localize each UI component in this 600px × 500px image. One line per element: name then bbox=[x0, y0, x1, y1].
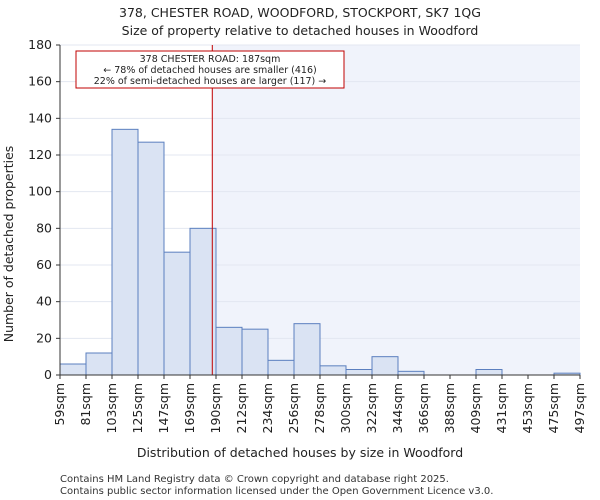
annotation-line-3: 22% of semi-detached houses are larger (… bbox=[94, 76, 327, 87]
y-tick-label: 80 bbox=[36, 220, 52, 235]
x-tick-label: 497sqm bbox=[572, 383, 587, 433]
x-tick-label: 388sqm bbox=[442, 383, 457, 433]
x-tick-label: 322sqm bbox=[364, 383, 379, 433]
x-tick-label: 169sqm bbox=[182, 383, 197, 433]
chart-subtitle: Size of property relative to detached ho… bbox=[122, 23, 479, 38]
x-tick-label: 453sqm bbox=[520, 383, 535, 433]
y-tick-label: 60 bbox=[36, 257, 52, 272]
y-tick-label: 160 bbox=[28, 74, 52, 89]
annotation-line-2: ← 78% of detached houses are smaller (41… bbox=[103, 65, 316, 76]
x-tick-label: 409sqm bbox=[468, 383, 483, 433]
bar-169sqm bbox=[189, 227, 217, 376]
bar-256sqm bbox=[293, 323, 321, 376]
y-tick-label: 40 bbox=[36, 294, 52, 309]
x-ticks: 59sqm 81sqm 103sqm 125sqm 147sqm 169sqm 190sqm… bbox=[52, 375, 587, 433]
x-tick-label: 234sqm bbox=[260, 383, 275, 433]
bar-409sqm bbox=[475, 369, 503, 376]
bar-59sqm bbox=[59, 363, 87, 376]
y-tick-label: 140 bbox=[28, 110, 52, 125]
x-tick-label: 81sqm bbox=[78, 383, 93, 426]
y-ticks: 0 20 40 60 80 100 120 140 160 180 bbox=[28, 37, 60, 382]
bar-344sqm bbox=[397, 370, 425, 376]
bar-190sqm bbox=[215, 326, 243, 376]
x-tick-label: 256sqm bbox=[286, 383, 301, 433]
y-tick-label: 0 bbox=[44, 367, 52, 382]
x-tick-label: 431sqm bbox=[494, 383, 509, 433]
x-tick-label: 344sqm bbox=[390, 383, 405, 433]
x-tick-label: 103sqm bbox=[104, 383, 119, 433]
bar-322sqm bbox=[371, 356, 399, 376]
bar-103sqm bbox=[111, 128, 139, 376]
footer-line-2: Contains public sector information licen… bbox=[60, 486, 493, 497]
x-tick-label: 147sqm bbox=[156, 383, 171, 433]
y-tick-label: 180 bbox=[28, 37, 52, 52]
bar-212sqm bbox=[241, 328, 269, 376]
bar-300sqm bbox=[345, 369, 373, 376]
x-tick-label: 190sqm bbox=[208, 383, 223, 433]
x-tick-label: 366sqm bbox=[416, 383, 431, 433]
bar-125sqm bbox=[137, 141, 165, 376]
annotation-box: 378 CHESTER ROAD: 187sqm ← 78% of detach… bbox=[75, 50, 345, 89]
bar-147sqm bbox=[163, 251, 191, 376]
chart-title: 378, CHESTER ROAD, WOODFORD, STOCKPORT, … bbox=[119, 5, 481, 20]
larger-region-shade bbox=[212, 45, 581, 375]
bar-81sqm bbox=[85, 352, 113, 376]
bars bbox=[59, 128, 581, 376]
x-tick-label: 300sqm bbox=[338, 383, 353, 433]
y-tick-label: 20 bbox=[36, 330, 52, 345]
x-tick-label: 278sqm bbox=[312, 383, 327, 433]
x-tick-label: 59sqm bbox=[52, 383, 67, 426]
bar-278sqm bbox=[319, 365, 347, 376]
bar-234sqm bbox=[267, 359, 295, 376]
x-tick-label: 212sqm bbox=[234, 383, 249, 433]
footer-line-1: Contains HM Land Registry data © Crown c… bbox=[60, 474, 449, 485]
y-tick-label: 100 bbox=[28, 184, 52, 199]
x-tick-label: 475sqm bbox=[546, 383, 561, 433]
x-axis-label: Distribution of detached houses by size … bbox=[137, 445, 463, 460]
annotation-line-1: 378 CHESTER ROAD: 187sqm bbox=[140, 54, 281, 65]
x-tick-label: 125sqm bbox=[130, 383, 145, 433]
annotation-frame bbox=[75, 50, 345, 89]
y-tick-label: 120 bbox=[28, 147, 52, 162]
y-axis-label: Number of detached properties bbox=[1, 146, 16, 343]
